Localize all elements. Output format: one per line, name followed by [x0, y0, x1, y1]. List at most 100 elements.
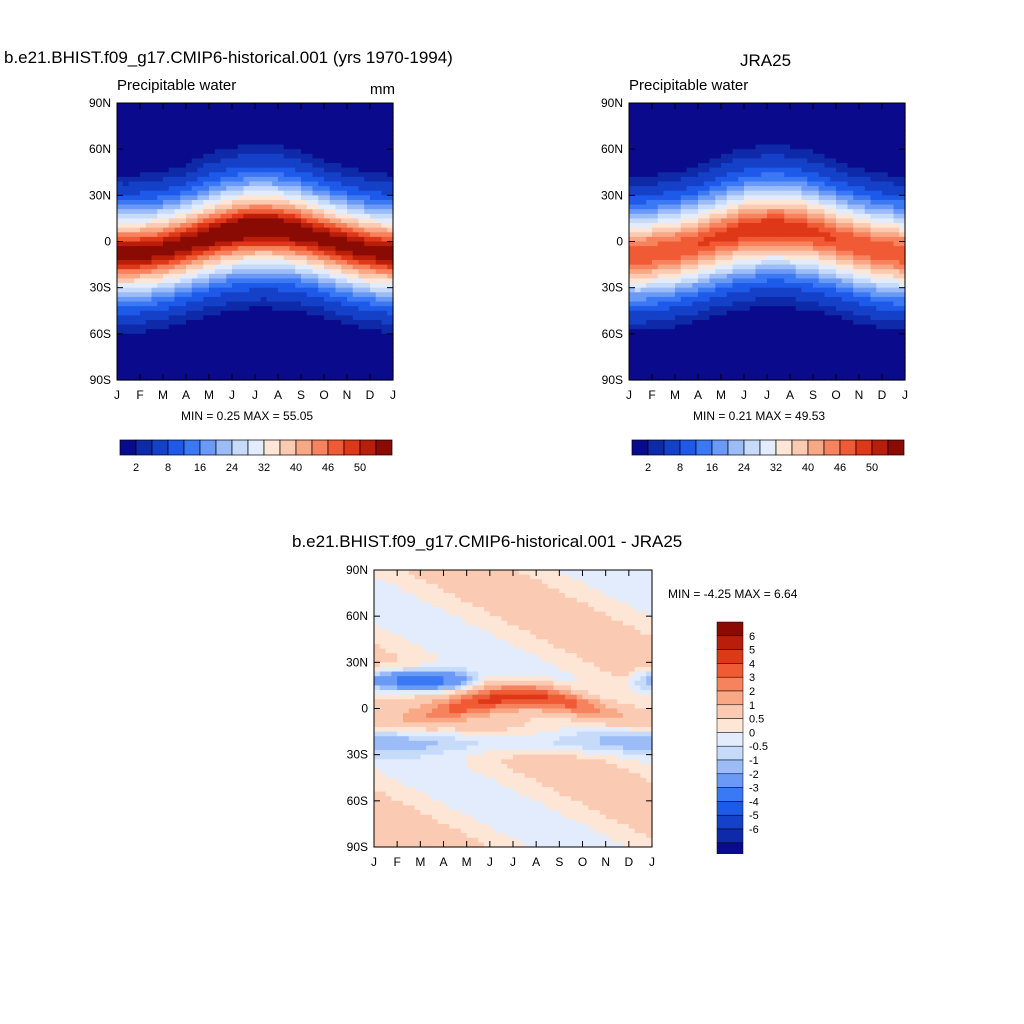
- heatmap-cell: [232, 144, 239, 150]
- heatmap-cell: [640, 319, 647, 326]
- heatmap-cell: [387, 315, 394, 321]
- heatmap-cell: [220, 158, 227, 164]
- heatmap-cell: [306, 287, 314, 293]
- heatmap-cell: [698, 167, 705, 173]
- heatmap-cell: [272, 333, 279, 340]
- heatmap-cell: [214, 366, 222, 372]
- heatmap-cell: [726, 278, 734, 284]
- heatmap-cell: [283, 107, 291, 113]
- heatmap-cell: [232, 283, 239, 289]
- heatmap-cell: [795, 310, 803, 316]
- heatmap-cell: [347, 241, 354, 247]
- heatmap-cell: [646, 352, 653, 358]
- heatmap-cell: [703, 163, 711, 169]
- heatmap-cell: [255, 218, 262, 224]
- heatmap-cell: [652, 356, 659, 363]
- heatmap-cell: [341, 172, 348, 178]
- heatmap-cell: [134, 347, 141, 353]
- heatmap-cell: [813, 172, 820, 178]
- heatmap-cell: [778, 246, 785, 252]
- heatmap-cell: [324, 319, 331, 326]
- heatmap-cell: [634, 135, 642, 141]
- heatmap-cell: [364, 190, 371, 196]
- heatmap-cell: [715, 287, 722, 293]
- heatmap-cell: [157, 287, 164, 293]
- heatmap-cell: [675, 236, 682, 243]
- heatmap-cell: [715, 269, 722, 275]
- heatmap-cell: [249, 126, 256, 132]
- heatmap-cell: [749, 232, 757, 238]
- heatmap-cell: [157, 199, 164, 206]
- heatmap-cell: [370, 273, 377, 280]
- heatmap-cell: [226, 209, 233, 215]
- variable-label-obs: Precipitable water: [629, 77, 749, 94]
- heatmap-cell: [749, 366, 757, 372]
- heatmap-cell: [197, 347, 204, 353]
- heatmap-cell: [738, 343, 745, 349]
- heatmap-cell: [375, 107, 383, 113]
- heatmap-cell: [358, 176, 365, 183]
- heatmap-cell: [749, 301, 757, 307]
- heatmap-cell: [134, 333, 141, 340]
- heatmap-cell: [266, 343, 273, 349]
- heatmap-cell: [232, 250, 239, 256]
- heatmap-cell: [795, 121, 803, 127]
- x-tick-label: J: [252, 388, 258, 402]
- heatmap-cell: [180, 241, 187, 247]
- heatmap-cell: [795, 292, 803, 298]
- heatmap-cell: [646, 246, 653, 252]
- heatmap-cell: [122, 338, 130, 344]
- heatmap-cell: [807, 301, 814, 307]
- heatmap-cell: [634, 366, 642, 372]
- heatmap-cell: [732, 292, 739, 298]
- heatmap-cell: [243, 149, 250, 155]
- heatmap-cell: [675, 301, 682, 307]
- heatmap-cell: [726, 310, 734, 316]
- heatmap-cell: [157, 347, 164, 353]
- heatmap-cell: [703, 195, 711, 201]
- heatmap-cell: [744, 190, 751, 196]
- heatmap-cell: [289, 361, 296, 367]
- heatmap-cell: [715, 209, 722, 215]
- heatmap-cell: [755, 315, 762, 321]
- heatmap-cell: [301, 144, 308, 150]
- heatmap-cell: [709, 356, 716, 363]
- heatmap-cell: [715, 333, 722, 340]
- heatmap-cell: [709, 306, 716, 312]
- heatmap-cell: [352, 273, 360, 280]
- heatmap-cell: [375, 333, 383, 340]
- heatmap-cell: [732, 163, 739, 169]
- heatmap-cell: [703, 343, 711, 349]
- heatmap-cell: [289, 163, 296, 169]
- heatmap-cell: [669, 329, 676, 335]
- heatmap-cell: [255, 301, 262, 307]
- heatmap-cell: [732, 103, 739, 109]
- heatmap-cell: [186, 149, 193, 155]
- heatmap-cell: [657, 370, 665, 376]
- heatmap-cell: [163, 223, 170, 229]
- heatmap-cell: [738, 241, 745, 247]
- heatmap-cell: [629, 213, 636, 220]
- heatmap-cell: [738, 126, 745, 132]
- heatmap-cell: [675, 163, 682, 169]
- heatmap-cell: [272, 126, 279, 132]
- heatmap-cell: [174, 287, 181, 293]
- heatmap-cell: [744, 135, 751, 141]
- heatmap-cell: [749, 190, 757, 196]
- heatmap-cell: [387, 204, 394, 210]
- heatmap-cell: [128, 352, 135, 358]
- heatmap-cell: [347, 112, 354, 118]
- heatmap-cell: [249, 172, 256, 178]
- heatmap-cell: [140, 232, 147, 238]
- heatmap-cell: [381, 236, 388, 243]
- heatmap-cell: [375, 213, 383, 220]
- heatmap-cell: [232, 370, 239, 376]
- heatmap-cell: [283, 167, 291, 173]
- heatmap-cell: [761, 329, 768, 335]
- heatmap-cell: [652, 218, 659, 224]
- heatmap-cell: [778, 269, 785, 275]
- heatmap-cell: [249, 338, 256, 344]
- heatmap-cell: [324, 301, 331, 307]
- x-tick-label: J: [114, 388, 120, 402]
- heatmap-cell: [243, 186, 250, 192]
